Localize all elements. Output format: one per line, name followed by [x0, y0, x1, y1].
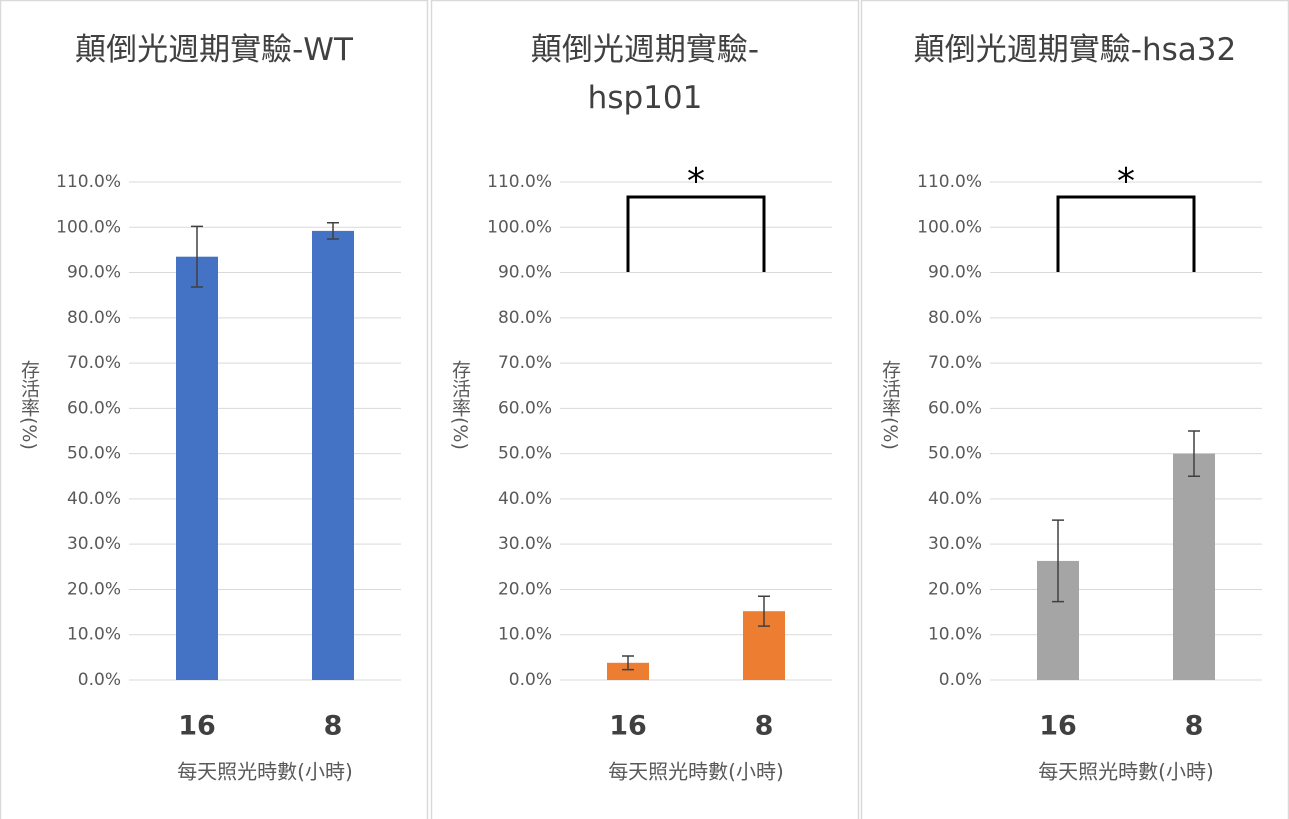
y-tick-label: 10.0%: [928, 625, 982, 645]
y-axis-label: 存活率(%): [879, 360, 901, 450]
panel-border: [0, 0, 429, 819]
x-tick-label: 8: [755, 711, 774, 742]
y-tick-label: 100.0%: [917, 217, 982, 237]
error-bar: [191, 225, 203, 288]
y-tick-label: 70.0%: [498, 353, 552, 373]
y-tick-label: 80.0%: [67, 308, 121, 328]
x-axis-label: 每天照光時數(小時): [608, 760, 784, 784]
y-tick-label: 30.0%: [67, 534, 121, 554]
x-axis-label: 每天照光時數(小時): [177, 760, 353, 784]
y-tick-label: 100.0%: [56, 217, 121, 237]
y-tick-label: 110.0%: [487, 172, 552, 192]
y-tick-label: 0.0%: [509, 670, 552, 690]
y-tick-label: 20.0%: [498, 579, 552, 599]
significance-bracket: [1056, 195, 1196, 272]
y-tick-label: 90.0%: [928, 263, 982, 283]
y-tick-label: 90.0%: [498, 263, 552, 283]
error-bar: [327, 221, 339, 240]
x-tick-label: 8: [1185, 711, 1204, 742]
error-bar: [758, 595, 770, 627]
chart-title: 顛倒光週期實驗-WT: [75, 32, 353, 68]
error-bar: [1052, 519, 1064, 603]
y-tick-label: 80.0%: [928, 308, 982, 328]
y-tick-label: 30.0%: [498, 534, 552, 554]
y-tick-label: 0.0%: [78, 670, 121, 690]
y-tick-label: 0.0%: [939, 670, 982, 690]
x-tick-label: 16: [178, 711, 216, 742]
bar: [607, 662, 649, 680]
y-tick-label: 100.0%: [487, 217, 552, 237]
y-tick-label: 60.0%: [498, 398, 552, 418]
y-tick-label: 30.0%: [928, 534, 982, 554]
panel-border: [860, 0, 1289, 819]
y-tick-label: 10.0%: [67, 625, 121, 645]
y-tick-label: 20.0%: [67, 579, 121, 599]
y-tick-label: 40.0%: [67, 489, 121, 509]
y-tick-label: 70.0%: [928, 353, 982, 373]
y-tick-label: 50.0%: [928, 444, 982, 464]
y-axis-label: 存活率(%): [449, 360, 471, 450]
y-tick-label: 50.0%: [498, 444, 552, 464]
x-tick-label: 16: [1039, 711, 1077, 742]
y-tick-label: 60.0%: [67, 398, 121, 418]
bar: [312, 230, 354, 681]
y-tick-label: 60.0%: [928, 398, 982, 418]
y-tick-label: 40.0%: [928, 489, 982, 509]
annotation: *: [687, 161, 705, 202]
annotation: *: [1117, 161, 1135, 202]
error-bar: [1188, 430, 1200, 478]
chart-title: 顛倒光週期實驗-hsp101: [530, 32, 760, 116]
x-axis-label: 每天照光時數(小時): [1038, 760, 1214, 784]
y-tick-label: 10.0%: [498, 625, 552, 645]
y-tick-label: 90.0%: [67, 263, 121, 283]
y-tick-label: 80.0%: [498, 308, 552, 328]
y-tick-label: 70.0%: [67, 353, 121, 373]
y-tick-label: 50.0%: [67, 444, 121, 464]
y-axis-label: 存活率(%): [18, 360, 40, 450]
y-tick-label: 20.0%: [928, 579, 982, 599]
error-bar: [622, 655, 634, 671]
y-tick-label: 110.0%: [917, 172, 982, 192]
bar: [1173, 453, 1215, 680]
x-tick-label: 16: [609, 711, 647, 742]
y-tick-label: 40.0%: [498, 489, 552, 509]
x-tick-label: 8: [324, 711, 343, 742]
significance-bracket: [626, 195, 766, 272]
chart-title: 顛倒光週期實驗-hsa32: [913, 32, 1237, 68]
y-tick-label: 110.0%: [56, 172, 121, 192]
panel-border: [430, 0, 860, 819]
bar: [176, 256, 218, 680]
